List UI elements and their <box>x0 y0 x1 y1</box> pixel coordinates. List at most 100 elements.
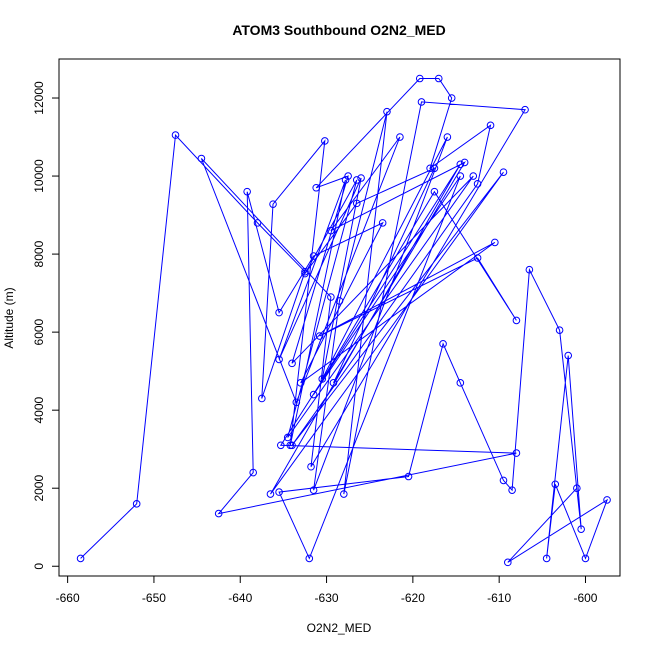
data-point <box>512 449 521 457</box>
x-tick-label: -650 <box>142 591 166 605</box>
data-point <box>312 183 320 192</box>
data-point <box>521 105 529 114</box>
data-point <box>525 265 534 274</box>
x-axis: -660 -650 -640 -630 -620 -610 -600 <box>56 575 598 605</box>
data-point <box>329 379 338 387</box>
series-layer <box>76 74 611 567</box>
y-tick-label: 10000 <box>32 159 46 193</box>
y-axis-label: Altitude (m) <box>2 287 16 348</box>
data-point <box>504 558 512 567</box>
data-point <box>171 131 180 139</box>
data-point <box>341 176 350 184</box>
data-point <box>275 488 283 496</box>
data-point <box>288 359 296 368</box>
data-point <box>197 154 206 163</box>
data-point <box>404 472 413 481</box>
x-tick-label: -600 <box>573 591 597 605</box>
data-point <box>275 355 283 364</box>
data-point <box>266 490 275 498</box>
data-point <box>434 74 443 83</box>
chart-title: ATOM3 Southbound O2N2_MED <box>232 22 445 38</box>
data-point <box>283 433 292 442</box>
data-point <box>309 252 318 260</box>
x-tick-label: -610 <box>487 591 511 605</box>
data-point <box>430 164 439 173</box>
data-point <box>307 462 315 471</box>
data-point <box>327 293 335 301</box>
plot-frame <box>58 58 621 577</box>
data-point <box>76 554 85 563</box>
data-point <box>577 525 585 533</box>
data-point <box>460 158 469 167</box>
data-point <box>443 133 452 141</box>
data-point <box>378 219 387 227</box>
data-point <box>486 121 495 130</box>
data-point <box>383 107 391 116</box>
data-point <box>456 172 465 180</box>
data-point <box>315 332 324 340</box>
x-tick-label: -660 <box>56 591 80 605</box>
data-point <box>417 98 426 106</box>
data-point <box>335 297 344 305</box>
data-point <box>542 554 551 563</box>
data-point <box>321 137 329 145</box>
data-point <box>275 308 283 317</box>
data-point <box>296 379 305 387</box>
data-point <box>301 269 309 278</box>
data-point <box>573 484 581 493</box>
y-tick-label: 4000 <box>32 396 46 423</box>
data-point <box>269 200 277 208</box>
data-point <box>564 351 573 360</box>
y-tick-label: 6000 <box>32 318 46 345</box>
x-tick-label: -640 <box>228 591 252 605</box>
data-point <box>249 468 257 477</box>
data-point <box>439 340 447 348</box>
data-point <box>499 168 508 176</box>
y-tick-label: 0 <box>32 563 46 570</box>
y-axis: 0 2000 4000 6000 8000 10000 12000 <box>32 81 60 570</box>
y-tick-label: 8000 <box>32 240 46 267</box>
data-point <box>132 500 141 508</box>
data-point <box>305 554 314 563</box>
data-point <box>327 226 335 235</box>
data-point <box>396 133 404 141</box>
data-point <box>499 476 508 485</box>
data-point <box>555 326 564 334</box>
data-point <box>456 379 465 387</box>
data-point <box>288 441 296 450</box>
data-point <box>508 486 516 494</box>
data-point <box>340 490 348 498</box>
data-point <box>473 254 482 262</box>
data-point <box>426 164 434 173</box>
data-point <box>581 554 590 563</box>
data-point <box>469 172 478 180</box>
data-point <box>603 496 611 504</box>
data-point <box>473 180 482 188</box>
data-point <box>253 219 262 227</box>
data-point <box>456 160 465 169</box>
data-point <box>551 480 560 489</box>
data-point <box>415 74 424 83</box>
data-point <box>243 187 251 196</box>
data-point <box>430 187 439 196</box>
y-tick-label: 2000 <box>32 475 46 502</box>
series-line <box>80 78 609 563</box>
data-point <box>344 172 352 180</box>
data-point <box>352 176 361 184</box>
data-point <box>258 394 266 403</box>
data-point <box>301 267 309 276</box>
x-tick-label: -620 <box>401 591 425 605</box>
y-tick-label: 12000 <box>32 81 46 115</box>
data-point <box>512 316 521 325</box>
data-point <box>214 509 223 518</box>
data-point <box>309 486 318 494</box>
data-point <box>277 441 285 450</box>
data-point <box>318 375 327 383</box>
data-point <box>292 398 301 407</box>
data-point <box>491 238 499 247</box>
x-tick-label: -630 <box>315 591 339 605</box>
x-axis-label: O2N2_MED <box>307 621 372 635</box>
data-point <box>309 390 318 399</box>
data-point <box>447 94 456 102</box>
